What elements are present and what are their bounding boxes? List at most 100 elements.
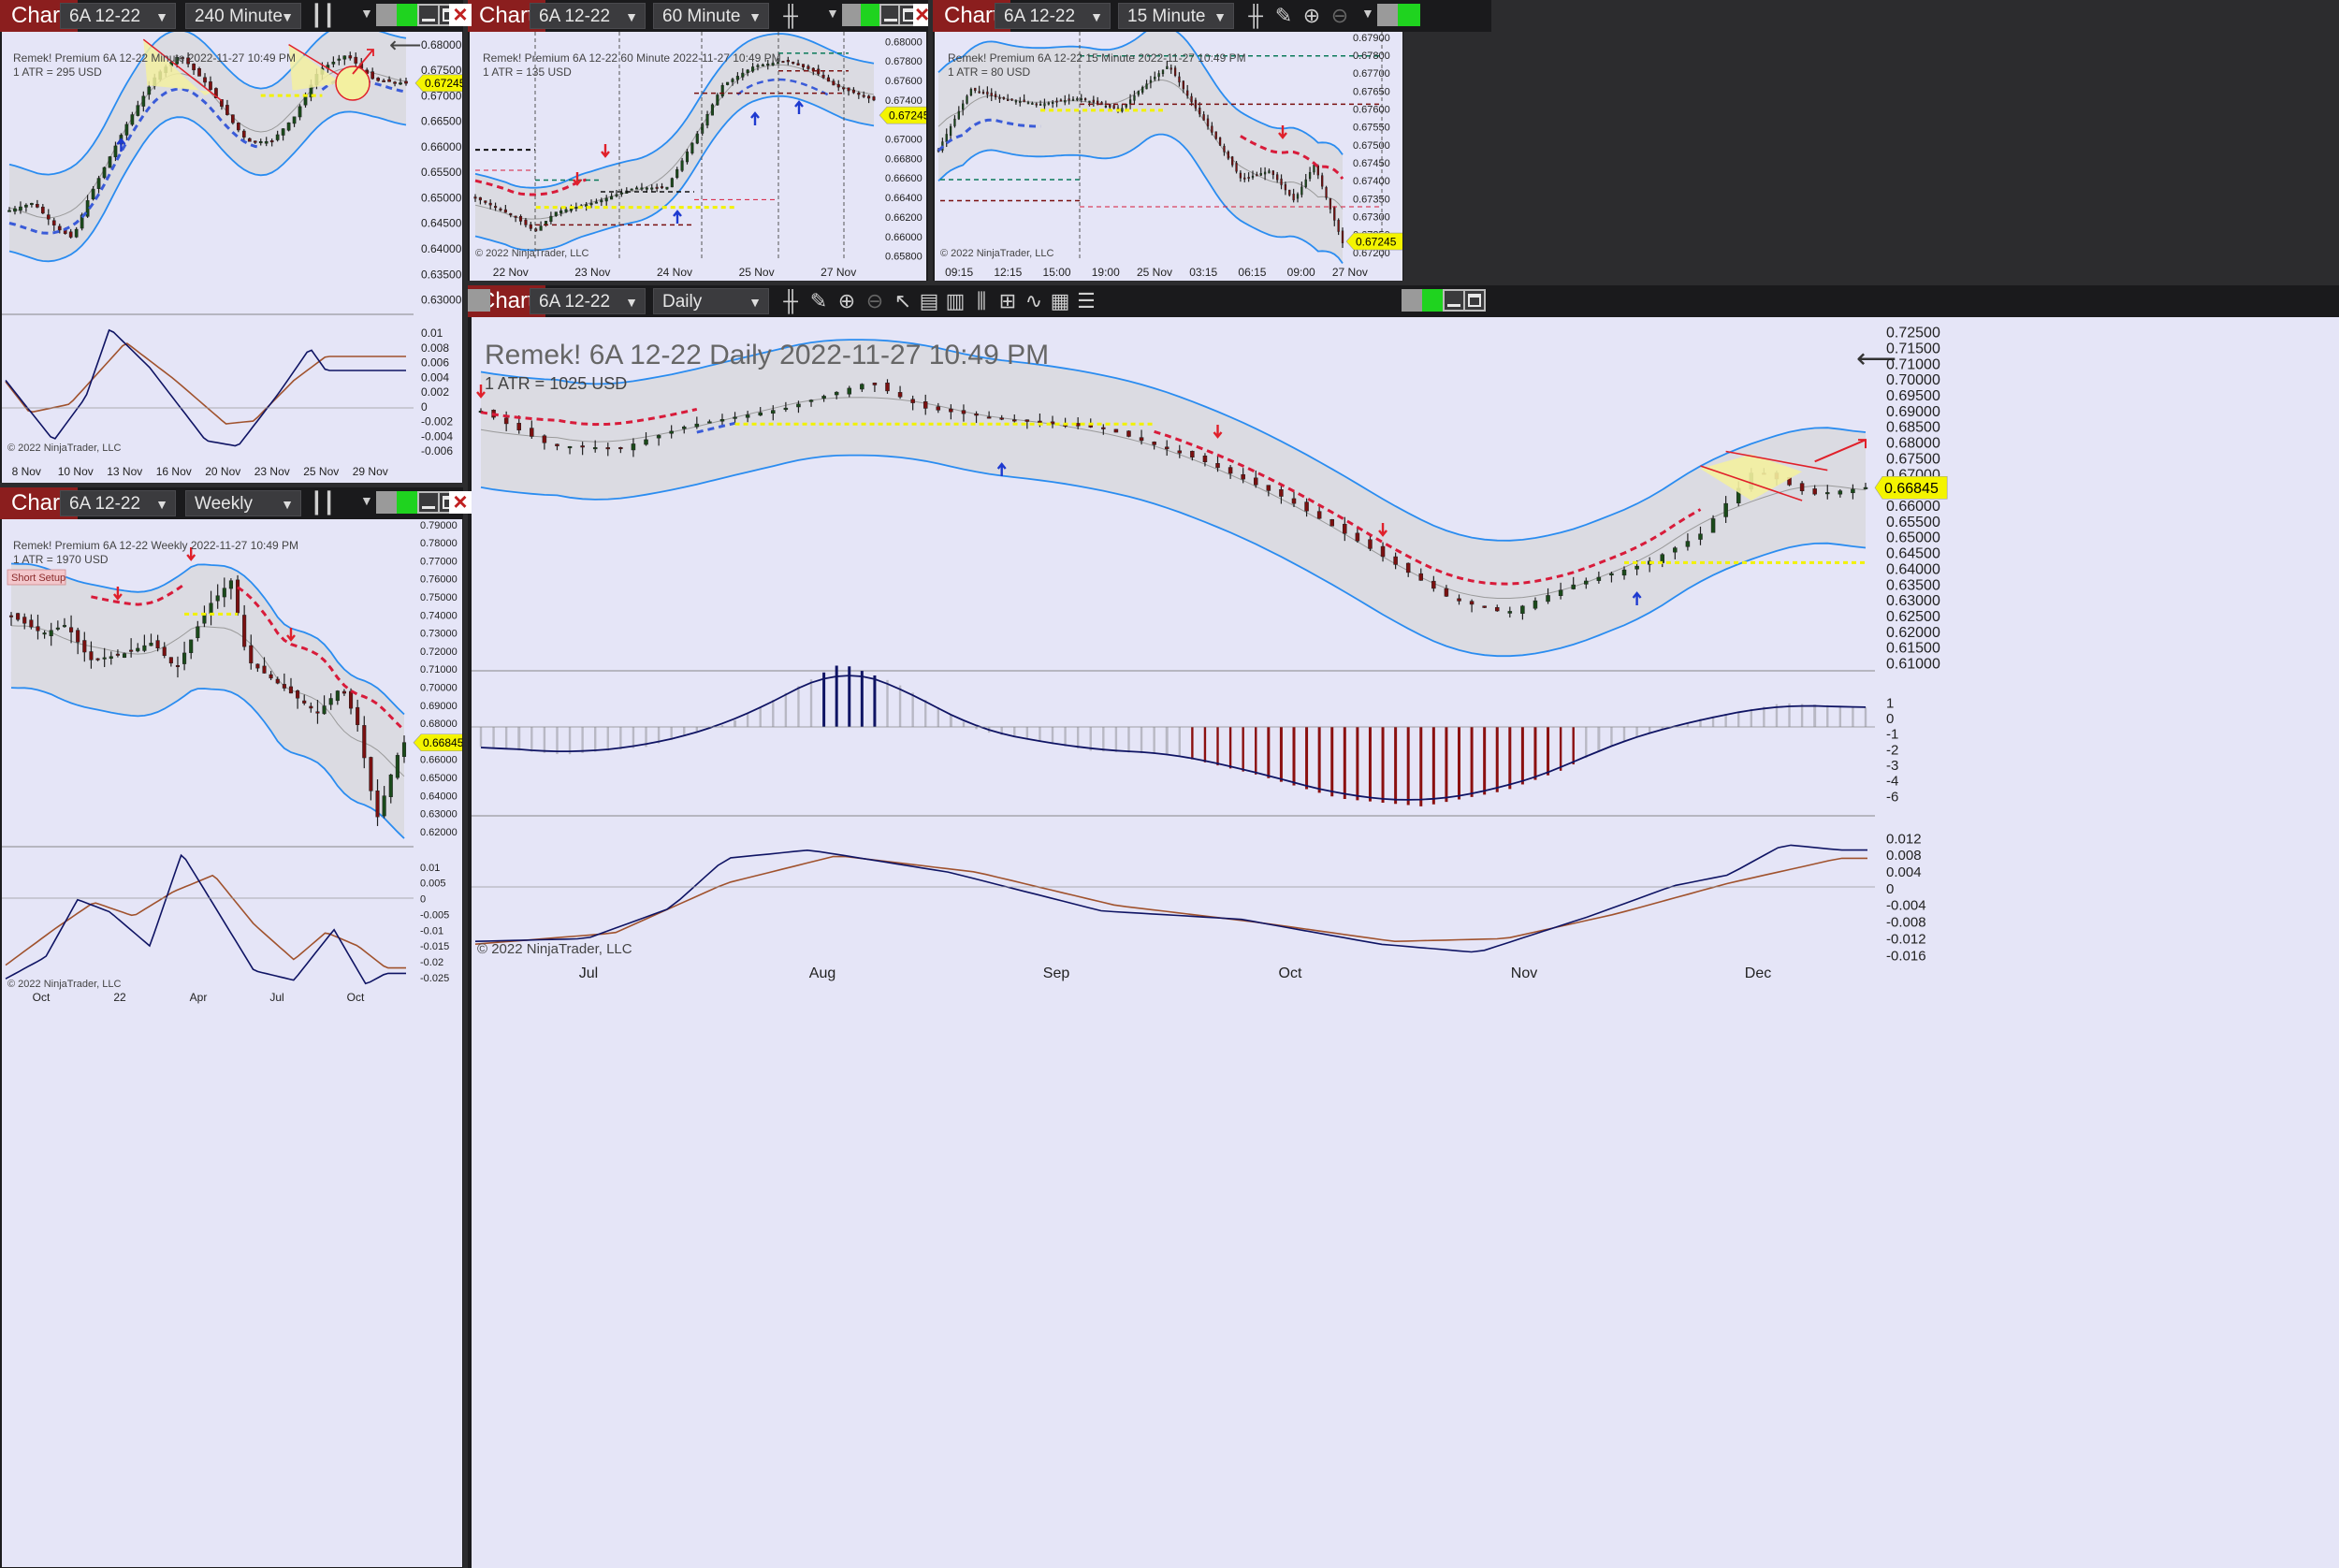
indicator-icon[interactable]: ∿	[1024, 289, 1043, 312]
candle-down	[1214, 131, 1217, 139]
chart-canvas-60min[interactable]: Remek! Premium 6A 12-22 60 Minute 2022-1…	[470, 32, 926, 281]
oscillator-axis-label: 0.004	[421, 370, 449, 384]
candle-down	[1469, 601, 1475, 605]
minimize-button[interactable]	[417, 491, 440, 514]
candle-up	[635, 187, 639, 190]
candle-up	[1313, 165, 1315, 173]
x-axis-label: 27 Nov	[1332, 266, 1368, 279]
data-box-icon[interactable]: ▥	[945, 289, 966, 312]
chart-canvas-240min[interactable]: Remek! Premium 6A 12-22 Minute 2022-11-2…	[2, 32, 462, 483]
close-button[interactable]	[913, 0, 928, 29]
minimize-button[interactable]	[1443, 289, 1465, 312]
candle-up	[1825, 492, 1830, 495]
chevron-down-icon[interactable]: ▼	[360, 6, 373, 21]
close-button[interactable]	[449, 0, 472, 29]
bar-spacing-icon[interactable]: ⫼	[976, 289, 987, 312]
link-gray-button[interactable]	[1377, 4, 1400, 26]
interval-selector[interactable]: 60 Minute ▼	[653, 3, 769, 29]
x-axis-label: 16 Nov	[156, 465, 192, 478]
chevron-down-icon[interactable]: ▼	[826, 6, 839, 21]
zoom-out-icon[interactable]: ⊖	[1330, 4, 1349, 27]
candle-up	[1071, 98, 1075, 101]
price-axis-label: 0.64500	[421, 217, 462, 230]
strategy-icon[interactable]: ⊞	[998, 289, 1017, 312]
upper-band-line	[8, 32, 407, 176]
x-axis-label: Dec	[1745, 965, 1771, 981]
candle-down	[867, 95, 871, 99]
sell-signal-arrow	[1213, 425, 1223, 439]
candle-down	[1482, 605, 1487, 608]
pointer-icon[interactable]: ↖	[893, 289, 912, 312]
interval-selector[interactable]: 15 Minute ▼	[1118, 3, 1234, 29]
candle-down	[1218, 137, 1222, 146]
zoom-in-icon[interactable]: ⊕	[1302, 4, 1321, 27]
instrument-selector[interactable]: 6A 12-22 ▼	[60, 490, 176, 516]
chart-window-weekly: Chart 6A 12-22 ▼ Weekly ▼ ┃┃ ▼ Remek! Prem…	[0, 487, 463, 1568]
instrument-selector[interactable]: 6A 12-22 ▼	[60, 3, 176, 29]
minimize-button[interactable]	[417, 4, 440, 26]
chart-canvas-weekly[interactable]: Remek! Premium 6A 12-22 Weekly 2022-11-2…	[2, 519, 462, 1567]
atr-label: 1 ATR = 295 USD	[13, 65, 102, 79]
candle-down	[847, 87, 850, 92]
chevron-down-icon[interactable]: ▼	[1361, 6, 1374, 21]
close-button[interactable]	[449, 487, 472, 516]
chevron-down-icon[interactable]: ▼	[360, 493, 373, 508]
candlestick-icon[interactable]: ┃┃	[310, 4, 336, 27]
link-gray-button[interactable]	[376, 4, 399, 26]
candle-down	[499, 208, 502, 211]
bars-icon[interactable]: ╫	[783, 4, 798, 27]
candlestick-icon[interactable]: ┃┃	[310, 491, 336, 515]
pencil-icon[interactable]: ✎	[809, 289, 828, 312]
candle-down	[249, 645, 254, 664]
price-marker	[1345, 232, 1402, 251]
price-axis-label: 0.67500	[1886, 451, 1940, 467]
link-gray-button[interactable]	[468, 289, 490, 312]
dom-icon[interactable]: ▦	[1050, 289, 1070, 312]
oscillator-axis-label: 0	[1886, 881, 1894, 897]
candle-down	[8, 615, 14, 617]
interval-selector[interactable]: 240 Minute ▼	[185, 3, 301, 29]
instrument-selector[interactable]: 6A 12-22 ▼	[995, 3, 1111, 29]
candle-up	[771, 410, 776, 414]
candle-up	[719, 419, 725, 422]
maximize-button[interactable]	[1463, 289, 1486, 312]
trend-line	[1700, 465, 1803, 501]
zoom-out-icon[interactable]: ⊖	[865, 289, 884, 312]
candle-down	[382, 80, 385, 82]
candle-up	[209, 603, 213, 615]
instrument-selector[interactable]: 6A 12-22 ▼	[530, 288, 646, 314]
candle-down	[851, 89, 855, 94]
price-axis-label: 0.67350	[1353, 194, 1390, 205]
chart-canvas-daily[interactable]: Remek! 6A 12-22 Daily 2022-11-27 10:49 P…	[472, 317, 2339, 1568]
link-green-button[interactable]	[397, 4, 419, 26]
candle-up	[758, 412, 763, 416]
link-green-button[interactable]	[397, 491, 419, 514]
sell-signal-arrow	[1378, 523, 1387, 537]
bars-icon[interactable]: ╫	[1248, 4, 1263, 27]
link-green-button[interactable]	[1422, 289, 1445, 312]
properties-icon[interactable]: ▤	[919, 289, 939, 312]
keltner-band-fill	[11, 563, 404, 839]
candle-up	[669, 430, 674, 434]
pencil-icon[interactable]: ✎	[1274, 4, 1293, 27]
chart-canvas-15min[interactable]: Remek! Premium 6A 12-22 15 Minute 2022-1…	[935, 32, 1402, 281]
link-gray-button[interactable]	[376, 491, 399, 514]
interval-selector[interactable]: Daily ▼	[653, 288, 769, 314]
candle-up	[1533, 600, 1538, 609]
candle-up	[656, 435, 661, 439]
candle-down	[1393, 556, 1398, 565]
candle-down	[981, 92, 985, 94]
candle-up	[1571, 584, 1576, 589]
price-axis-label: 0.61000	[1886, 657, 1940, 673]
bars-icon[interactable]: ╫	[783, 289, 798, 312]
list-icon[interactable]: ☰	[1077, 289, 1096, 312]
zoom-in-icon[interactable]: ⊕	[837, 289, 856, 312]
price-axis-label: 0.72000	[420, 646, 458, 658]
candle-down	[186, 57, 190, 65]
link-green-button[interactable]	[1398, 4, 1420, 26]
interval-selector[interactable]: Weekly ▼	[185, 490, 301, 516]
instrument-selector[interactable]: 6A 12-22 ▼	[530, 3, 646, 29]
trailing-stop-long	[8, 87, 261, 235]
link-gray-button[interactable]	[1402, 289, 1424, 312]
candle-down	[1182, 80, 1184, 90]
